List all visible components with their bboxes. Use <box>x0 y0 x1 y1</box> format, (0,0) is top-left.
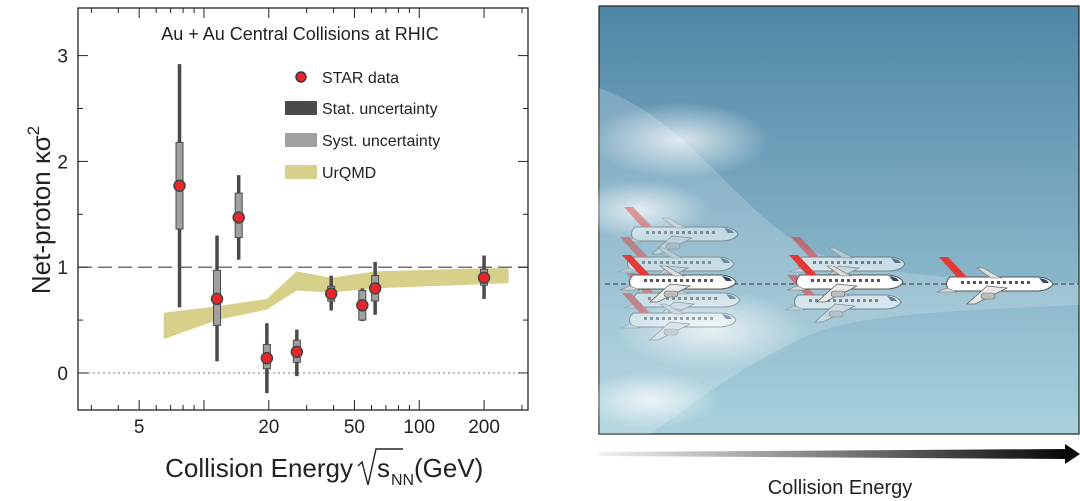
data-points <box>173 64 491 394</box>
x-axis-label-s: s <box>377 453 390 483</box>
legend-label-urqmd: UrQMD <box>322 165 376 182</box>
legend-swatch-urqmd <box>285 165 317 179</box>
x-axis-label-sub: NN <box>391 472 414 489</box>
data-point <box>290 329 304 377</box>
legend: STAR data Stat. uncertainty Syst. uncert… <box>285 70 440 182</box>
x-axis-label-main: Collision Energy <box>165 453 353 483</box>
data-point <box>477 255 491 299</box>
chart-title: Au + Au Central Collisions at RHIC <box>161 24 439 44</box>
plot-frame <box>77 7 529 411</box>
legend-label-stat: Stat. uncertainty <box>322 101 438 118</box>
data-point <box>356 288 369 322</box>
collision-energy-illustration: Collision Energy <box>570 5 1080 499</box>
y-axis-label: Net-proton κσ2 <box>24 126 56 294</box>
data-point <box>260 323 274 394</box>
legend-swatch-stat <box>285 101 317 115</box>
data-marker <box>368 282 382 295</box>
x-tick-label: 20 <box>258 417 279 438</box>
x-axis-label-unit: (GeV) <box>414 453 483 483</box>
urqmd-band <box>163 268 509 340</box>
data-marker <box>260 351 274 365</box>
legend-swatch-syst <box>285 133 317 147</box>
data-point <box>173 64 186 308</box>
chart: 0 1 2 3 5 20 50 100 200 Au + Au Central Collisi… <box>24 7 529 489</box>
data-marker <box>290 345 304 359</box>
x-tick-label: 100 <box>403 417 435 438</box>
legend-label-star: STAR data <box>322 70 399 87</box>
data-marker <box>324 287 338 300</box>
energy-arrow <box>599 444 1080 464</box>
data-point <box>232 175 245 260</box>
data-marker <box>173 179 186 192</box>
data-marker <box>356 299 369 312</box>
x-tick-label: 200 <box>468 417 500 438</box>
x-tick-label: 50 <box>344 417 365 438</box>
y-tick-label: 1 <box>57 258 68 279</box>
x-tick-labels: 5 20 50 100 200 <box>134 417 500 438</box>
reference-lines <box>78 266 528 374</box>
legend-label-syst: Syst. uncertainty <box>322 133 440 150</box>
y-tick-label: 0 <box>57 364 68 385</box>
illustration-caption: Collision Energy <box>768 477 913 499</box>
data-point <box>368 261 382 315</box>
data-marker <box>477 271 491 285</box>
y-tick-labels: 0 1 2 3 <box>57 47 68 385</box>
sqrt-symbol <box>357 448 403 486</box>
urqmd-band-layer <box>163 268 509 340</box>
y-tick-label: 2 <box>57 152 68 173</box>
y-tick-label: 3 <box>57 47 68 68</box>
legend-marker-star <box>295 71 307 83</box>
x-axis-label: Collision Energy s NN (GeV) <box>165 448 483 489</box>
data-marker <box>210 292 224 306</box>
tick-marks <box>78 8 528 410</box>
x-tick-label: 5 <box>134 417 145 438</box>
clouds <box>570 102 805 428</box>
data-point <box>210 235 224 362</box>
data-point <box>324 275 338 311</box>
data-marker <box>232 211 245 224</box>
